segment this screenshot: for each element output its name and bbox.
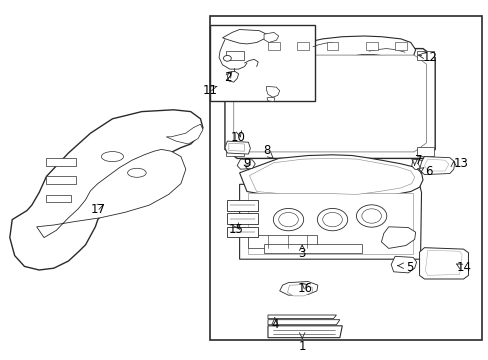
Ellipse shape <box>361 209 381 223</box>
Polygon shape <box>267 42 279 50</box>
Polygon shape <box>227 71 238 82</box>
Text: 2: 2 <box>223 71 231 84</box>
Polygon shape <box>303 36 415 65</box>
Polygon shape <box>227 227 257 237</box>
Polygon shape <box>249 158 414 194</box>
Text: 8: 8 <box>263 144 270 157</box>
Polygon shape <box>166 124 203 144</box>
Polygon shape <box>224 141 250 154</box>
Ellipse shape <box>102 152 123 162</box>
Text: 3: 3 <box>298 247 305 260</box>
Bar <box>264 244 361 253</box>
Bar <box>248 235 316 248</box>
Polygon shape <box>239 155 422 199</box>
Polygon shape <box>37 149 185 238</box>
Polygon shape <box>279 282 317 295</box>
Polygon shape <box>411 159 425 170</box>
Ellipse shape <box>322 212 342 227</box>
Text: 6: 6 <box>425 165 432 177</box>
Text: 7: 7 <box>414 154 422 167</box>
Polygon shape <box>267 315 336 319</box>
Text: 14: 14 <box>456 261 471 274</box>
Text: 4: 4 <box>270 318 278 331</box>
Polygon shape <box>394 42 406 50</box>
Polygon shape <box>424 159 448 171</box>
Polygon shape <box>227 200 257 211</box>
Ellipse shape <box>278 212 298 227</box>
Ellipse shape <box>223 55 231 61</box>
Polygon shape <box>267 326 342 338</box>
Polygon shape <box>248 193 412 254</box>
Bar <box>225 147 243 156</box>
Bar <box>46 195 71 202</box>
Polygon shape <box>228 143 244 151</box>
Text: 1: 1 <box>298 340 305 353</box>
Polygon shape <box>266 97 274 102</box>
Bar <box>46 158 76 166</box>
Polygon shape <box>264 32 278 42</box>
Polygon shape <box>237 159 255 169</box>
Polygon shape <box>326 42 338 50</box>
Polygon shape <box>297 42 308 50</box>
Text: 5: 5 <box>405 261 413 274</box>
Polygon shape <box>222 30 266 44</box>
Text: 9: 9 <box>243 157 251 170</box>
Polygon shape <box>419 157 454 175</box>
Bar <box>210 25 315 101</box>
Polygon shape <box>310 40 407 63</box>
Text: 17: 17 <box>90 203 105 216</box>
Polygon shape <box>381 227 415 248</box>
Ellipse shape <box>273 208 303 231</box>
Bar <box>416 147 433 156</box>
Text: 15: 15 <box>228 223 243 236</box>
Ellipse shape <box>127 168 146 177</box>
Polygon shape <box>10 110 203 270</box>
Polygon shape <box>266 86 279 97</box>
Ellipse shape <box>356 205 386 227</box>
Text: 16: 16 <box>297 282 312 295</box>
Text: 12: 12 <box>422 51 437 64</box>
Polygon shape <box>419 248 468 279</box>
Ellipse shape <box>317 208 347 231</box>
Bar <box>210 16 481 340</box>
Polygon shape <box>425 250 461 275</box>
Text: 13: 13 <box>452 157 467 170</box>
Polygon shape <box>267 320 339 325</box>
Bar <box>416 51 433 60</box>
Polygon shape <box>365 42 377 50</box>
Polygon shape <box>227 213 257 224</box>
Bar <box>225 51 243 60</box>
Polygon shape <box>233 55 426 152</box>
Polygon shape <box>224 49 434 158</box>
Polygon shape <box>239 184 421 259</box>
Text: 11: 11 <box>203 84 217 97</box>
Polygon shape <box>287 284 312 296</box>
Bar <box>46 176 76 184</box>
Polygon shape <box>390 256 416 273</box>
Text: 10: 10 <box>230 131 245 144</box>
